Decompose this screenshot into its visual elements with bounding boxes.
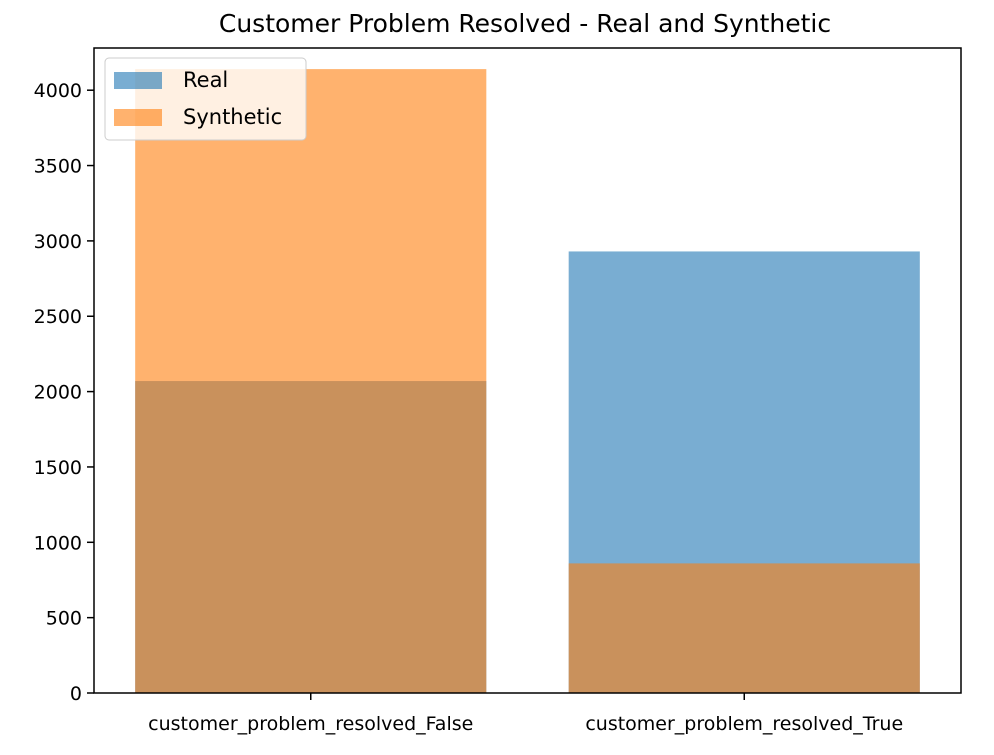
legend-swatch-synthetic [114, 109, 162, 126]
y-tick-label: 4000 [34, 80, 82, 102]
y-tick-label: 500 [46, 608, 82, 630]
x-axis: customer_problem_resolved_False customer_… [148, 693, 903, 735]
plot-frame [93, 47, 962, 694]
legend-label-real: Real [183, 68, 228, 92]
legend-label-synthetic: Synthetic [183, 105, 282, 129]
y-axis: 0 500 1000 1500 2000 2500 3000 3500 4000 [34, 80, 94, 705]
bar-synthetic-0 [135, 69, 487, 693]
y-tick-label: 1500 [34, 457, 82, 479]
y-tick-label: 1000 [34, 532, 82, 554]
y-tick-label: 3500 [34, 156, 82, 178]
x-tick-label: customer_problem_resolved_True [585, 713, 903, 735]
chart-title: Customer Problem Resolved - Real and Syn… [219, 9, 831, 38]
x-tick-label: customer_problem_resolved_False [148, 713, 473, 735]
legend: Real Synthetic [104, 57, 307, 141]
y-tick-label: 2000 [34, 382, 82, 404]
y-tick-label: 0 [70, 683, 82, 705]
bar-synthetic-1 [568, 563, 920, 693]
y-tick-label: 3000 [34, 231, 82, 253]
legend-swatch-real [114, 72, 162, 89]
bars-layer [135, 69, 920, 693]
y-tick-label: 2500 [34, 306, 82, 328]
